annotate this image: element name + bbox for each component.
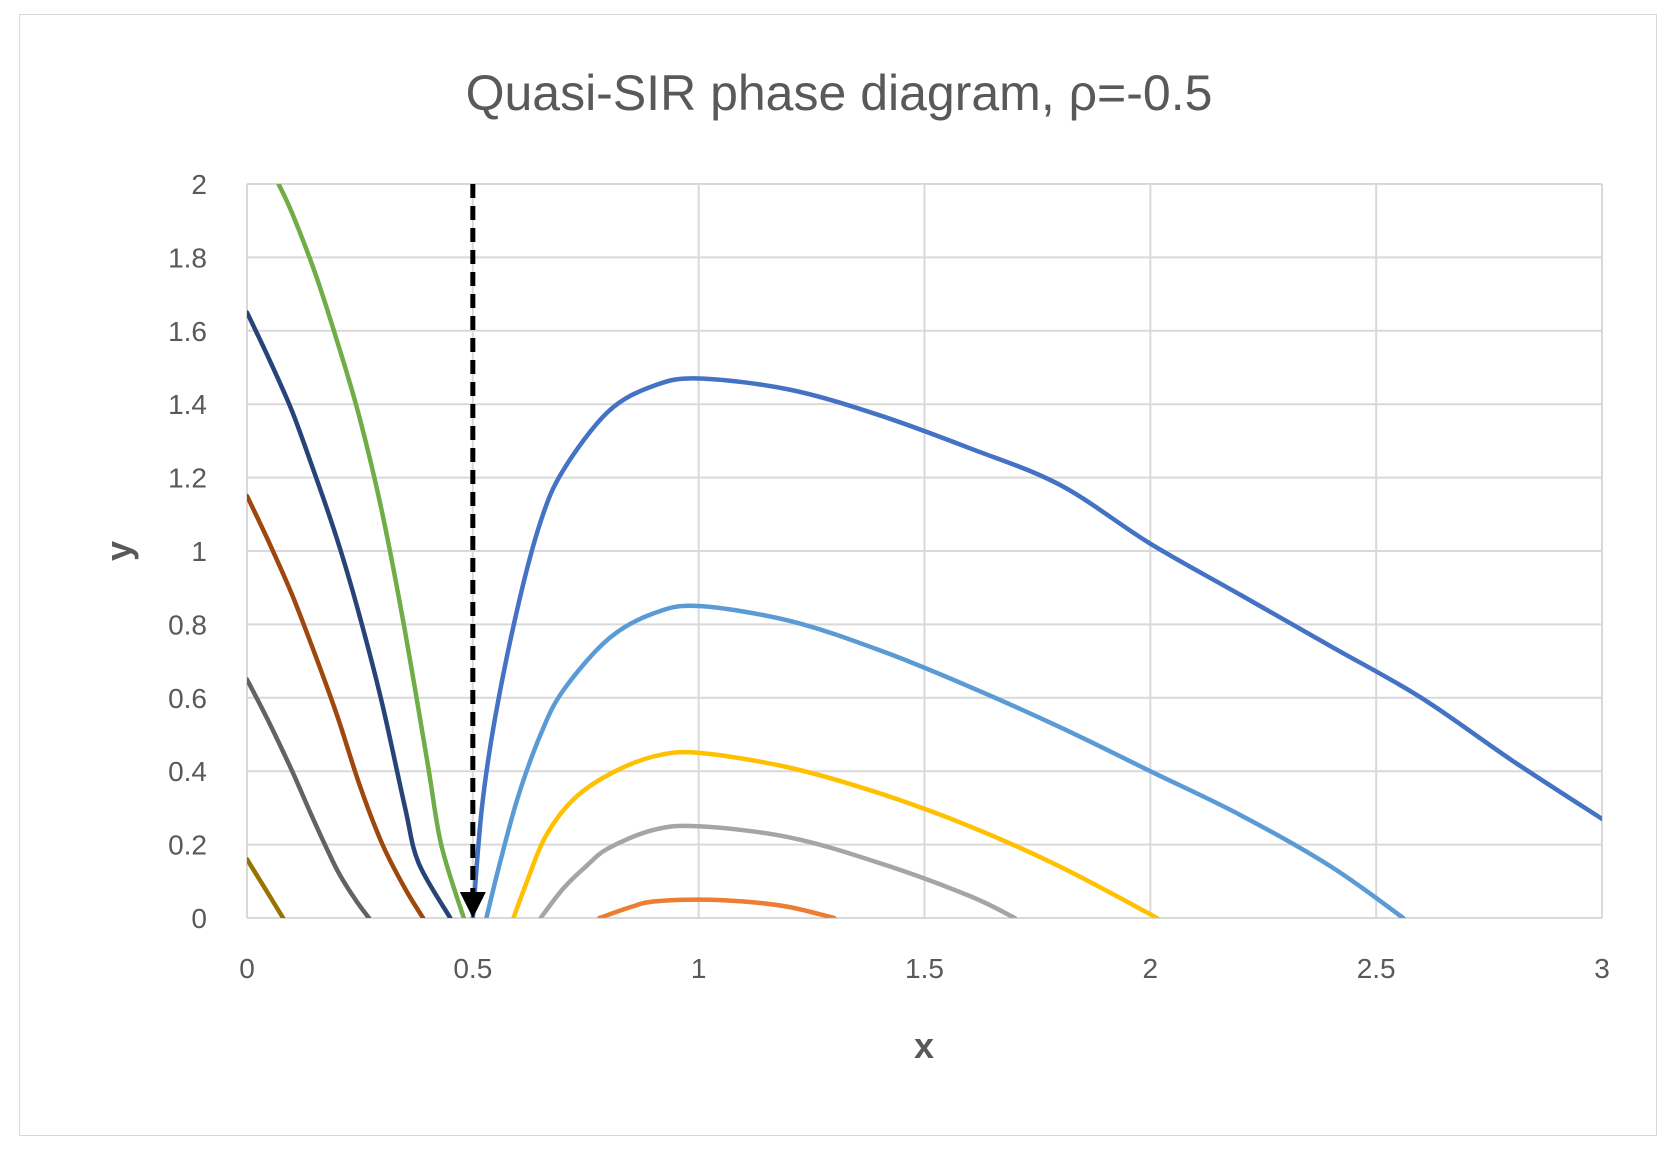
x-tick-label: 3 <box>1594 953 1610 984</box>
y-tick-label: 0 <box>191 903 207 934</box>
x-tick-label: 2.5 <box>1357 953 1396 984</box>
y-tick-label: 2 <box>191 169 207 200</box>
chart-title: Quasi-SIR phase diagram, ρ=-0.5 <box>466 65 1213 121</box>
y-tick-label: 0.4 <box>168 756 207 787</box>
series-line-9 <box>597 897 837 918</box>
series-line-7 <box>511 749 1161 918</box>
series-line-3 <box>247 677 372 918</box>
y-tick-label: 1.6 <box>168 316 207 347</box>
series-line-6 <box>484 603 1406 918</box>
x-tick-label: 1.5 <box>905 953 944 984</box>
x-tick-label: 0.5 <box>453 953 492 984</box>
arrow-head <box>459 892 486 918</box>
series-line-4 <box>247 857 286 918</box>
y-tick-label: 1.2 <box>168 463 207 494</box>
y-tick-label: 1 <box>191 536 207 567</box>
chart-frame <box>19 14 1657 1136</box>
y-tick-label: 1.4 <box>168 389 207 420</box>
y-tick-label: 0.8 <box>168 609 207 640</box>
tick-layer: 0 0.5 1 1.5 2 2.5 3 0 0.2 0.4 0.6 0.8 1 1.2 1.4 1.6 1.8 2 <box>168 169 1610 984</box>
x-tick-label: 0 <box>239 953 255 984</box>
series-line-5 <box>470 376 1602 918</box>
x-tick-label: 1 <box>691 953 707 984</box>
series-line-0 <box>276 184 467 918</box>
series-line-8 <box>538 823 1018 918</box>
y-tick-label: 0.2 <box>168 830 207 861</box>
series-layer <box>247 184 1602 918</box>
series-line-2 <box>247 493 426 918</box>
y-tick-label: 1.8 <box>168 242 207 273</box>
annotation-layer <box>459 184 486 918</box>
y-tick-label: 0.6 <box>168 683 207 714</box>
series-line-1 <box>247 310 453 918</box>
x-tick-label: 2 <box>1143 953 1159 984</box>
y-axis-title: y <box>98 541 139 561</box>
x-axis-title: x <box>914 1025 934 1066</box>
